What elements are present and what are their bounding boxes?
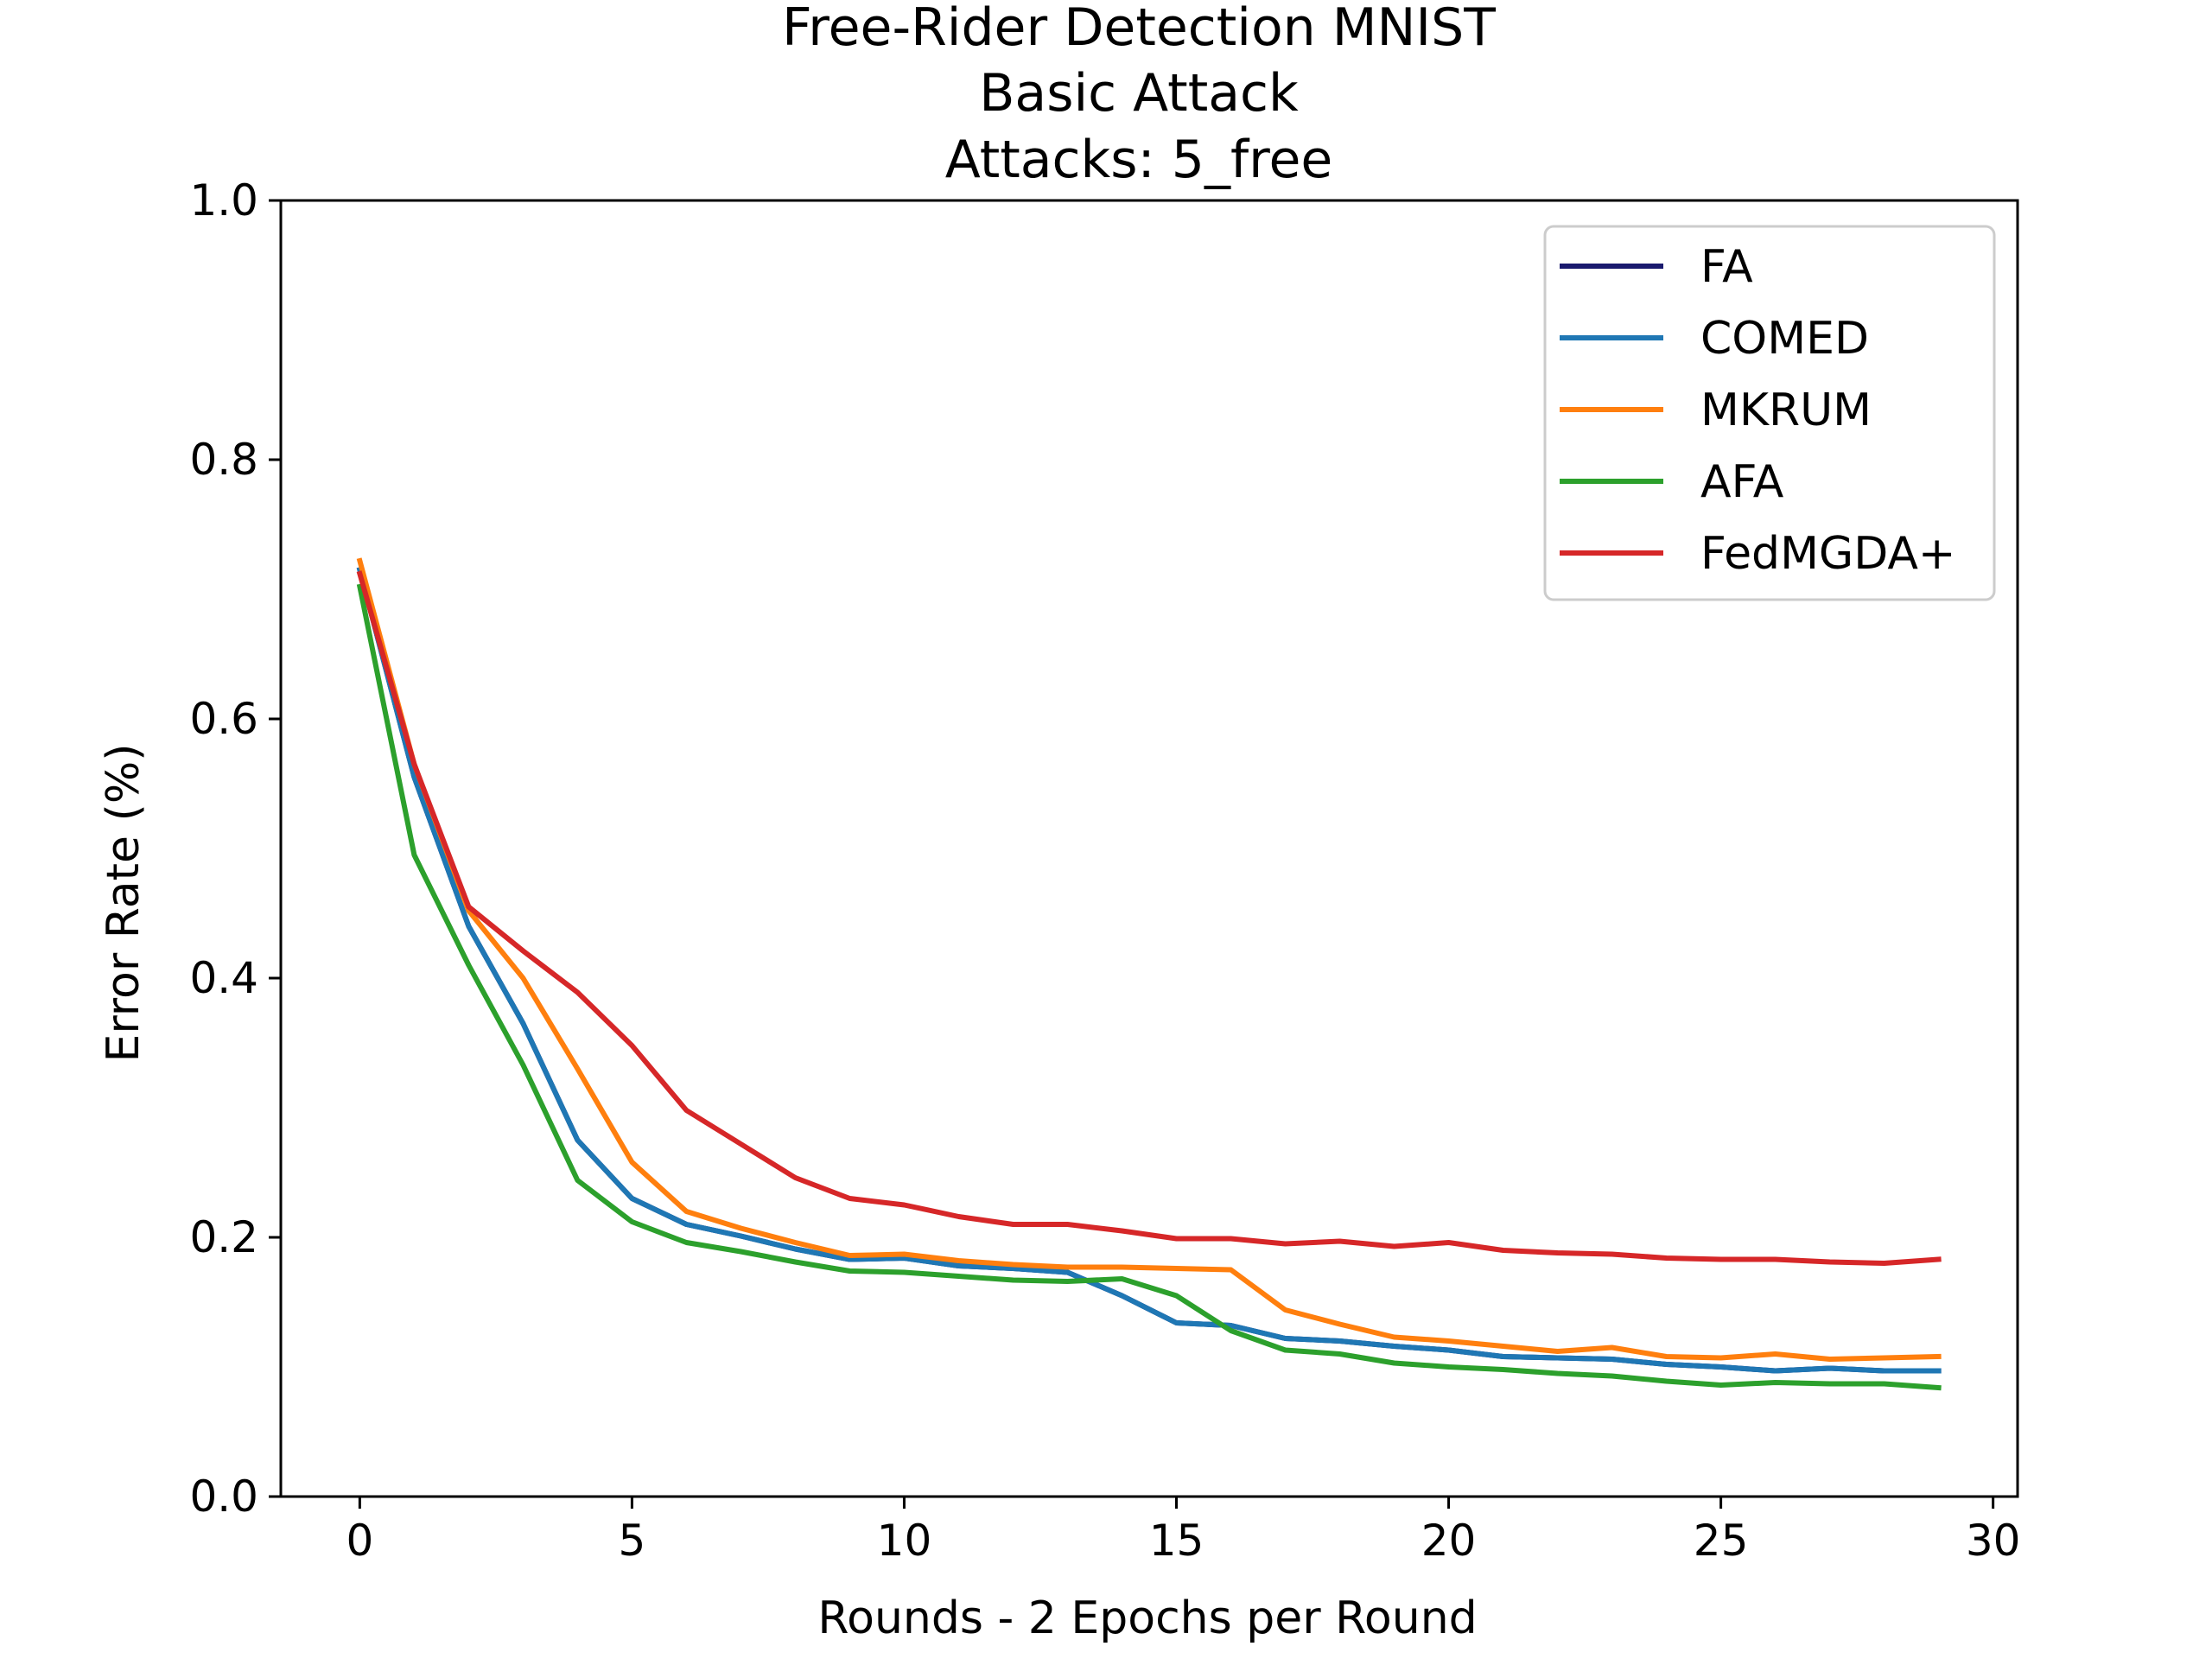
chart-subtitle: Attacks: 5_free xyxy=(945,130,1333,190)
series-line-comed xyxy=(356,566,1942,1374)
x-tick-label: 0 xyxy=(346,1516,373,1566)
series-line-afa xyxy=(356,583,1942,1391)
x-tick-label: 10 xyxy=(877,1516,932,1566)
y-axis-ticks: 0.0 0.2 0.4 0.6 0.8 1.0 xyxy=(189,175,281,1522)
chart-title: Free-Rider Detection MNIST Basic Attack … xyxy=(782,0,1496,190)
y-tick-label: 1.0 xyxy=(189,175,258,226)
chart-title-line-2: Basic Attack xyxy=(979,63,1299,124)
legend-label: COMED xyxy=(1700,313,1869,365)
y-tick-label: 0.0 xyxy=(189,1471,258,1522)
legend-label: MKRUM xyxy=(1700,385,1872,436)
y-tick-label: 0.6 xyxy=(189,694,258,744)
series-line-mkrum xyxy=(356,557,1942,1362)
y-axis-label: Error Rate (%) xyxy=(98,743,149,1062)
legend-label: FedMGDA+ xyxy=(1700,528,1956,580)
legend: FA COMED MKRUM AFA FedMGDA+ xyxy=(1543,225,1996,601)
series-lines xyxy=(356,557,1942,1391)
chart-title-line-1: Free-Rider Detection MNIST xyxy=(782,0,1496,58)
y-tick-label: 0.2 xyxy=(189,1212,258,1262)
legend-label: FA xyxy=(1700,241,1753,293)
x-tick-label: 30 xyxy=(1966,1516,2021,1566)
y-tick-label: 0.8 xyxy=(189,435,258,485)
plot-area xyxy=(279,199,2019,1498)
x-tick-label: 20 xyxy=(1421,1516,1477,1566)
x-tick-label: 25 xyxy=(1694,1516,1749,1566)
y-tick-label: 0.4 xyxy=(189,953,258,1003)
axes-frame xyxy=(279,199,2019,1498)
series-line-fedmgda- xyxy=(356,570,1942,1266)
x-tick-label: 5 xyxy=(619,1516,646,1566)
x-axis-label: Rounds - 2 Epochs per Round xyxy=(817,1592,1477,1644)
x-axis-ticks: 0 5 10 15 20 25 30 xyxy=(346,1497,2020,1566)
x-tick-label: 15 xyxy=(1149,1516,1205,1566)
legend-box xyxy=(1543,225,1996,601)
legend-label: AFA xyxy=(1700,456,1784,508)
series-line-fa xyxy=(356,566,1942,1374)
